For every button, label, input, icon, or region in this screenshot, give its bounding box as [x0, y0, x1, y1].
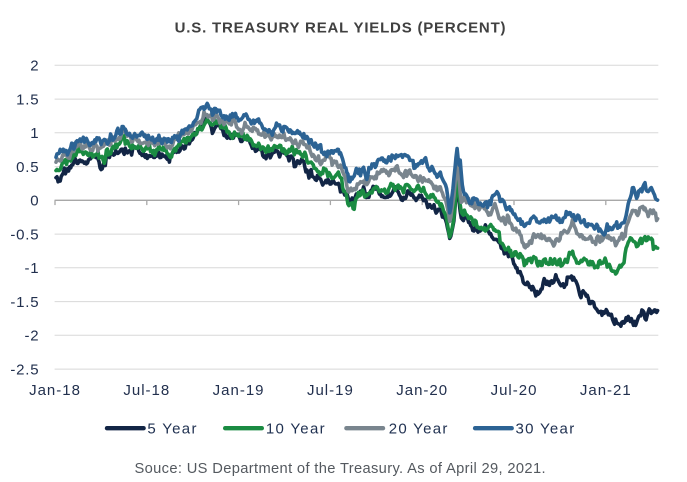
- svg-text:0: 0: [30, 193, 39, 210]
- svg-text:Jan-19: Jan-19: [213, 382, 265, 399]
- svg-text:2: 2: [30, 58, 39, 75]
- svg-text:U.S. TREASURY REAL YIELDS (PER: U.S. TREASURY REAL YIELDS (PERCENT): [175, 20, 507, 37]
- svg-text:Jan-21: Jan-21: [580, 382, 632, 399]
- svg-text:1: 1: [30, 125, 39, 142]
- svg-text:-1: -1: [24, 260, 39, 277]
- svg-text:30 Year: 30 Year: [516, 421, 576, 438]
- svg-text:20 Year: 20 Year: [389, 421, 449, 438]
- svg-text:5 Year: 5 Year: [147, 421, 197, 438]
- svg-text:-2.5: -2.5: [10, 361, 39, 378]
- svg-text:Jan-18: Jan-18: [29, 382, 81, 399]
- svg-text:Souce: US Department of the Tr: Souce: US Department of the Treasury. As…: [134, 461, 545, 477]
- svg-text:1.5: 1.5: [16, 91, 39, 108]
- svg-text:Jul-19: Jul-19: [307, 382, 354, 399]
- svg-text:10 Year: 10 Year: [266, 421, 326, 438]
- svg-text:-0.5: -0.5: [10, 226, 39, 243]
- svg-text:0.5: 0.5: [16, 159, 39, 176]
- svg-text:Jul-18: Jul-18: [123, 382, 170, 399]
- svg-text:-1.5: -1.5: [10, 294, 39, 311]
- svg-text:-2: -2: [24, 328, 39, 345]
- svg-text:Jul-20: Jul-20: [491, 382, 538, 399]
- svg-text:Jan-20: Jan-20: [396, 382, 448, 399]
